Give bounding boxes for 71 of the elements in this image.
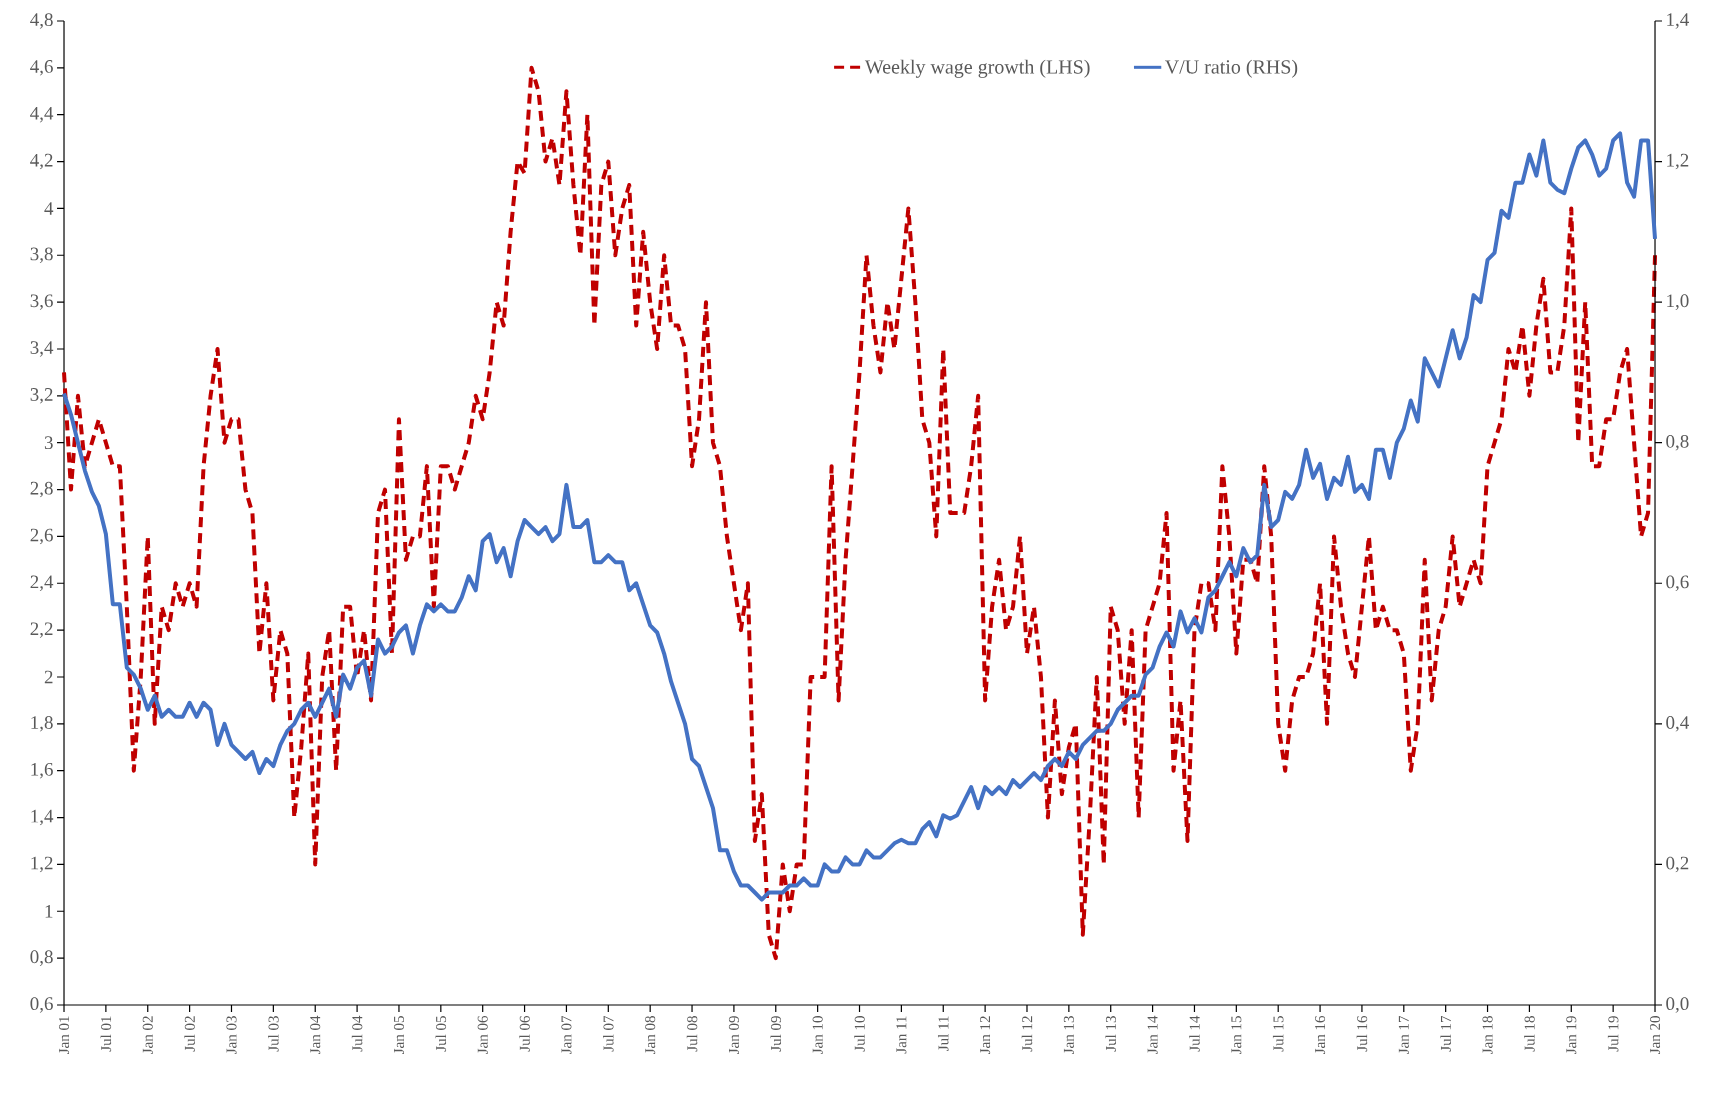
x-tick-label: Jul 07 (603, 1015, 614, 1052)
x-tick-label: Jan 03 (226, 1016, 237, 1054)
y-tick-label: 3,4 (30, 341, 54, 357)
y-tick-label: 1,6 (31, 762, 53, 779)
x-tick-label: Jan 04 (310, 1015, 321, 1054)
x-tick-label: Jul 17 (1440, 1015, 1451, 1052)
x-tick-label: Jul 16 (1356, 1015, 1368, 1052)
y-tick-label: 4,8 (30, 13, 53, 29)
x-tick-label: Jan 06 (477, 1015, 488, 1054)
y-tick-label: 2,2 (30, 622, 53, 638)
x-tick-label: Jan 11 (896, 1016, 907, 1054)
y-tick-label: 1,4 (31, 809, 54, 826)
x-tick-label: Jan 12 (980, 1016, 991, 1054)
x-tick-label: Jul 08 (686, 1016, 698, 1052)
y2-tick-label: 1,4 (1667, 13, 1689, 29)
y-tick-label: 3 (44, 436, 53, 450)
y2-tick-label: 0,2 (1666, 856, 1689, 873)
y-tick-label: 4,2 (30, 153, 53, 170)
x-tick-label: Jul 13 (1105, 1016, 1116, 1052)
y-tick-label: 2,4 (30, 575, 54, 592)
x-tick-label: Jul 19 (1607, 1016, 1619, 1052)
y-tick-label: 3,6 (30, 294, 53, 310)
x-tick-label: Jan 02 (142, 1016, 153, 1054)
x-tick-label: Jul 09 (770, 1016, 782, 1052)
x-tick-label: Jan 13 (1063, 1016, 1074, 1054)
y-tick-label: 0,8 (30, 950, 53, 966)
legend-label: Weekly wage growth (LHS) (864, 59, 1090, 78)
x-tick-label: Jan 18 (1482, 1016, 1493, 1054)
y2-tick-label: 1,2 (1667, 153, 1689, 170)
y-tick-label: 0,6 (30, 997, 53, 1013)
x-tick-label: Jul 11 (937, 1016, 949, 1051)
x-tick-label: Jan 16 (1315, 1015, 1326, 1054)
y-tick-label: 3,2 (30, 388, 53, 404)
y2-tick-label: 1,0 (1667, 294, 1689, 310)
x-tick-label: Jul 15 (1272, 1016, 1284, 1052)
y2-tick-label: 0,4 (1666, 716, 1689, 732)
y2-tick-label: 0,0 (1666, 997, 1689, 1013)
x-tick-label: Jan 17 (1398, 1015, 1409, 1054)
x-tick-label: Jan 05 (393, 1016, 405, 1054)
x-tick-label: Jan 09 (728, 1016, 739, 1054)
x-tick-label: Jan 20 (1649, 1016, 1661, 1054)
y-tick-label: 2 (44, 670, 53, 684)
x-tick-label: Jul 14 (1189, 1015, 1200, 1052)
x-tick-label: Jul 10 (854, 1016, 865, 1052)
x-tick-label: Jul 04 (351, 1015, 363, 1052)
x-tick-label: Jul 06 (519, 1015, 530, 1052)
y2-tick-label: 0,8 (1666, 434, 1689, 451)
x-tick-label: Jul 03 (268, 1016, 279, 1052)
x-tick-label: Jul 01 (100, 1016, 112, 1052)
y2-tick-label: 0,6 (1666, 575, 1689, 592)
y-tick-label: 4,4 (30, 107, 54, 123)
y-tick-label: 1,8 (31, 716, 53, 732)
x-tick-label: Jan 10 (812, 1016, 823, 1054)
y-tick-label: 4,6 (30, 60, 53, 76)
x-tick-label: Jan 19 (1566, 1016, 1577, 1054)
x-tick-label: Jan 08 (645, 1016, 656, 1054)
y-tick-label: 4 (44, 202, 54, 215)
x-tick-label: Jan 07 (561, 1015, 572, 1054)
x-tick-label: Jul 12 (1021, 1016, 1033, 1052)
y-tick-label: 1,2 (31, 856, 53, 873)
x-tick-label: Jan 15 (1231, 1016, 1242, 1054)
y-tick-label: 1 (45, 905, 53, 918)
y-tick-label: 2,8 (30, 481, 53, 498)
x-tick-label: Jul 05 (435, 1016, 447, 1052)
legend-label: V/U ratio (RHS) (1165, 59, 1298, 78)
x-tick-label: Jul 02 (184, 1016, 195, 1052)
y-tick-label: 3,8 (30, 247, 53, 264)
y-tick-label: 2,6 (30, 528, 53, 545)
x-tick-label: Jul 18 (1524, 1016, 1535, 1052)
x-tick-label: Jan 01 (58, 1016, 70, 1054)
x-tick-label: Jan 14 (1147, 1015, 1158, 1054)
